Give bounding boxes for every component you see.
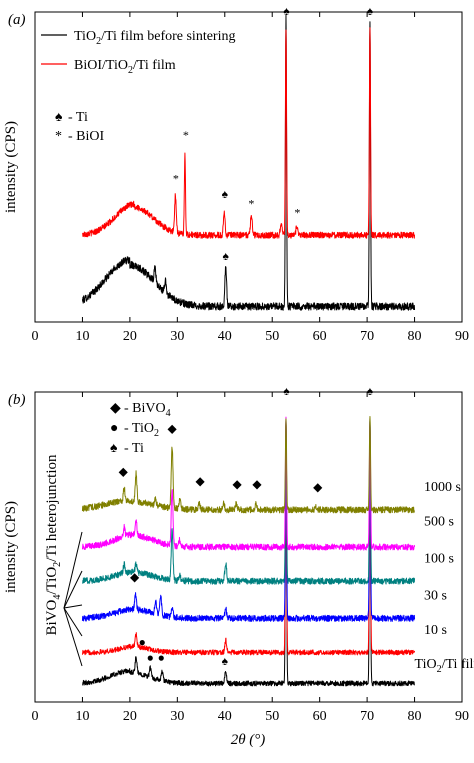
heterojunction-text: BiVO4/TiO2/Ti heterojunction — [44, 454, 63, 636]
curve-label: 100 s — [424, 552, 454, 567]
peak-marker: ♠ — [222, 187, 229, 201]
peak-marker: ◆ — [119, 465, 129, 479]
plot-area-a — [34, 11, 463, 323]
curve-label: TiO2/Ti film — [415, 657, 474, 675]
marker-legend-bivo4-symbol: ◆ — [110, 401, 121, 416]
x-tick-label: 70 — [360, 709, 374, 724]
x-tick-label: 0 — [32, 709, 39, 724]
marker-legend-tio2-symbol: ● — [110, 421, 118, 436]
x-tick-label: 90 — [455, 709, 469, 724]
marker-legend-ti-b-symbol: ♠ — [110, 441, 118, 456]
x-tick-label: 20 — [123, 329, 137, 344]
marker-legend-ti-symbol: ♠ — [55, 110, 63, 125]
heterojunction-label: BiVO4/TiO2/Ti heterojunction — [44, 454, 83, 667]
x-tick-label: 60 — [313, 709, 327, 724]
peak-marker: * — [173, 172, 179, 186]
curve-label: 10 s — [424, 623, 447, 638]
heterojunction-arrows — [63, 531, 83, 667]
peak-marker: ♠ — [367, 4, 374, 18]
x-tick-label: 10 — [75, 329, 89, 344]
x-tick-label: 90 — [455, 329, 469, 344]
peak-marker: ◆ — [313, 480, 323, 494]
legend-label-bioi: BiOI/TiO2/Ti film — [74, 58, 176, 76]
y-axis-title-a: intensity (CPS) — [3, 121, 19, 213]
marker-legend-ti-label: - Ti — [68, 110, 88, 125]
marker-legend-bioi-symbol: * — [55, 129, 62, 144]
series-group-a — [81, 14, 416, 311]
marker-legend-ti-b-label: - Ti — [124, 441, 144, 456]
marker-legend-tio2-label: - TiO2 — [124, 421, 159, 439]
series-line — [81, 14, 416, 311]
x-axis-title-b: 2θ (°) — [231, 732, 266, 748]
peak-marker: ● — [158, 651, 165, 665]
series-group-b — [81, 416, 416, 687]
x-tick-label: 50 — [265, 709, 279, 724]
peak-marker: ♠ — [367, 384, 374, 398]
peak-marker: * — [248, 196, 254, 210]
x-tick-label: 40 — [218, 329, 232, 344]
series-line — [81, 416, 415, 514]
x-tick-label: 30 — [170, 329, 184, 344]
peak-marker: ◆ — [130, 570, 140, 584]
peak-marker: ● — [147, 651, 154, 665]
x-axis-ticks-b: 0 10 20 30 40 50 60 70 80 90 — [32, 392, 469, 724]
peak-marker: ♠ — [283, 4, 290, 18]
peak-annotations-b: ♠ ♠◆◆◆ ◆ ◆ ◆◆●● ● ♠ — [119, 384, 374, 668]
x-tick-label: 60 — [313, 329, 327, 344]
marker-legend-bivo4-label: - BiVO4 — [124, 401, 171, 419]
x-axis-ticks-a: 0 10 20 30 40 50 60 70 80 90 — [32, 12, 469, 344]
series-line — [82, 420, 415, 687]
panel-a-letter: (a) — [8, 12, 26, 28]
peak-marker: ◆ — [195, 474, 205, 488]
peak-marker: ● — [139, 635, 146, 649]
curve-label: 1000 s — [424, 480, 461, 495]
peak-marker: * — [294, 206, 300, 220]
peak-marker: ◆ — [252, 477, 262, 491]
curve-label: 500 s — [424, 514, 454, 529]
marker-legend-bioi-label: - BiOI — [68, 129, 105, 144]
series-line — [81, 419, 416, 622]
peak-marker: ♠ — [223, 249, 230, 263]
panel-b: (b) intensity (CPS) 2θ (°) BiVO4/TiO2/Ti… — [3, 384, 474, 748]
peak-marker: ◆ — [232, 477, 242, 491]
series-line — [81, 417, 416, 656]
peak-marker: ♠ — [283, 384, 290, 398]
x-tick-label: 10 — [75, 709, 89, 724]
peak-annotations-a: ♠ ♠ ♠ ♠ * * * * — [173, 4, 374, 263]
x-tick-label: 80 — [408, 709, 422, 724]
curve-labels-b: TiO2/Ti film 10 s 30 s 100 s 500 s 1000 s — [415, 480, 474, 675]
plot-area-b — [34, 391, 463, 703]
series-line — [82, 418, 416, 585]
marker-legend-a: ♠ - Ti * - BiOI — [55, 110, 105, 144]
x-tick-label: 40 — [218, 709, 232, 724]
peak-marker: ♠ — [222, 654, 229, 668]
series-line — [82, 27, 416, 239]
x-tick-label: 0 — [32, 329, 39, 344]
legend-a: TiO2/Ti film before sintering BiOI/TiO2/… — [41, 29, 235, 76]
panel-a: (a) intensity (CPS) 0 10 20 30 40 50 60 70 80 90 … — [3, 4, 469, 344]
y-axis-title-b: intensity (CPS) — [3, 501, 19, 593]
x-tick-label: 70 — [360, 329, 374, 344]
x-tick-label: 30 — [170, 709, 184, 724]
peak-marker: * — [183, 128, 189, 142]
curve-label: 30 s — [424, 589, 447, 604]
panel-b-letter: (b) — [8, 392, 26, 408]
x-tick-label: 20 — [123, 709, 137, 724]
series-line — [81, 416, 416, 551]
x-tick-label: 80 — [408, 329, 422, 344]
marker-legend-b: ◆ - BiVO4 ● - TiO2 ♠ - Ti — [110, 401, 171, 456]
legend-label-before-sintering: TiO2/Ti film before sintering — [74, 29, 235, 47]
x-tick-label: 50 — [265, 329, 279, 344]
peak-marker: ◆ — [167, 421, 177, 435]
